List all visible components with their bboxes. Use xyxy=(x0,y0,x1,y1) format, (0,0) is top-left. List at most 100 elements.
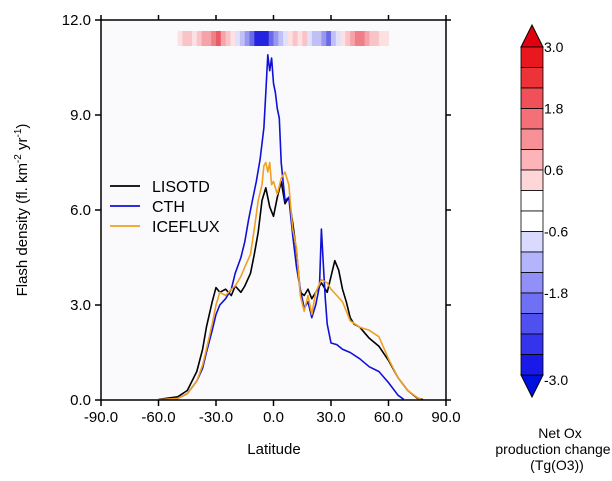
heat-cell-19 xyxy=(268,31,274,46)
heat-cell-36 xyxy=(350,31,356,46)
heat-cell-11 xyxy=(230,31,236,46)
y-tick-label-4: 12.0 xyxy=(62,12,91,29)
colorbar-box-11 xyxy=(520,272,544,294)
colorbar-box-0 xyxy=(520,46,544,68)
heat-cell-37 xyxy=(354,31,361,46)
heat-cell-1 xyxy=(182,31,188,46)
y-axis-title-mid: yr xyxy=(14,137,31,154)
legend-label-lisotd: LISOTD xyxy=(152,179,210,196)
x-axis: -90.0 -60.0 -30.0 0.0 30.0 60.0 90.0 xyxy=(84,15,461,426)
x-tick-label-4: 30.0 xyxy=(316,409,345,426)
heat-cell-32 xyxy=(331,31,337,46)
colorbar-title-line3: (Tg(O3)) xyxy=(530,457,584,473)
x-axis-title: Latitude xyxy=(247,441,300,458)
legend: LISOTD CTH ICEFLUX xyxy=(110,179,220,236)
colorbar-box-15 xyxy=(520,354,544,376)
colorbar-title-line2: production change xyxy=(495,441,610,457)
x-tick-label-5: 60.0 xyxy=(374,409,403,426)
heat-cell-21 xyxy=(278,31,284,46)
y-axis: 0.0 3.0 6.0 9.0 12.0 xyxy=(62,12,451,409)
colorbar-box-12 xyxy=(520,292,544,314)
heat-cell-14 xyxy=(244,31,251,46)
series-line-iceflux xyxy=(158,161,422,401)
heat-cell-39 xyxy=(364,31,370,46)
heat-cell-31 xyxy=(326,31,332,46)
heat-cell-29 xyxy=(316,31,322,46)
heat-cell-4 xyxy=(196,31,203,46)
colorbar-arrow-top xyxy=(520,23,544,48)
colorbar-box-9 xyxy=(520,231,544,253)
heat-cell-22 xyxy=(283,31,289,46)
colorbar-box-7 xyxy=(520,190,544,212)
x-tick-label-0: -90.0 xyxy=(84,409,118,426)
heat-cell-15 xyxy=(249,31,255,46)
colorbar-box-1 xyxy=(520,67,544,89)
x-tick-label-3: 0.0 xyxy=(263,409,284,426)
heat-cell-33 xyxy=(335,31,342,46)
heat-cell-27 xyxy=(307,31,313,46)
heat-strip xyxy=(177,31,389,46)
colorbar-box-13 xyxy=(520,313,544,335)
heat-cell-30 xyxy=(321,31,327,46)
colorbar-box-5 xyxy=(520,149,544,171)
y-axis-title: Flash density (fl. km-2 yr-1) xyxy=(13,124,31,297)
heat-cell-0 xyxy=(177,31,183,46)
heat-cell-3 xyxy=(192,31,198,46)
heat-cell-2 xyxy=(187,31,193,46)
y-tick-label-0: 0.0 xyxy=(70,392,91,409)
colorbar-label-2: 0.6 xyxy=(544,162,564,178)
y-tick-label-2: 6.0 xyxy=(70,202,91,219)
colorbar-box-14 xyxy=(520,333,544,355)
colorbar-label-4: -1.8 xyxy=(544,285,568,301)
heat-cell-12 xyxy=(235,31,241,46)
x-tick-label-2: -30.0 xyxy=(199,409,233,426)
y-axis-title-end: ) xyxy=(14,124,31,129)
y-tick-label-1: 3.0 xyxy=(70,297,91,314)
colorbar-box-2 xyxy=(520,87,544,109)
series-lines xyxy=(158,53,424,401)
colorbar-box-3 xyxy=(520,108,544,130)
heat-cell-41 xyxy=(374,31,380,46)
heat-cell-13 xyxy=(239,31,246,46)
heat-cell-35 xyxy=(345,31,351,46)
x-tick-label-1: -60.0 xyxy=(141,409,175,426)
colorbar-label-5: -3.0 xyxy=(544,372,568,388)
colorbar: 3.0 1.8 0.6 -0.6 -1.8 -3.0 xyxy=(520,23,568,399)
colorbar-box-10 xyxy=(520,251,544,273)
legend-label-iceflux: ICEFLUX xyxy=(152,219,220,236)
heat-cell-20 xyxy=(273,31,279,46)
heat-cell-24 xyxy=(292,31,298,46)
x-tick-label-6: 90.0 xyxy=(431,409,460,426)
heat-cell-23 xyxy=(287,31,294,46)
series-line-cth xyxy=(158,53,405,401)
heat-cell-7 xyxy=(211,31,217,46)
legend-label-cth: CTH xyxy=(152,199,185,216)
heat-cell-5 xyxy=(201,31,207,46)
y-tick-label-3: 9.0 xyxy=(70,107,91,124)
heat-cell-26 xyxy=(302,31,308,46)
colorbar-box-4 xyxy=(520,128,544,150)
colorbar-title-line1: Net Ox xyxy=(538,425,582,441)
heat-cell-16 xyxy=(254,31,260,46)
heat-cell-28 xyxy=(311,31,318,46)
colorbar-label-3: -0.6 xyxy=(544,224,568,240)
y-axis-title-sup2: -1 xyxy=(13,128,24,137)
heat-cell-18 xyxy=(263,31,270,46)
heat-cell-10 xyxy=(225,31,231,46)
heat-cell-34 xyxy=(340,31,346,46)
heat-cell-42 xyxy=(378,31,385,46)
heat-cell-43 xyxy=(383,31,389,46)
y-axis-title-main: Flash density (fl. km xyxy=(14,163,31,296)
heat-cell-38 xyxy=(359,31,366,46)
heat-cell-9 xyxy=(220,31,227,46)
colorbar-box-6 xyxy=(520,169,544,191)
heat-cell-40 xyxy=(369,31,375,46)
colorbar-label-1: 1.8 xyxy=(544,101,564,117)
heat-cell-25 xyxy=(297,31,303,46)
y-axis-title-sup1: -2 xyxy=(13,154,24,163)
heat-cell-17 xyxy=(259,31,265,46)
heat-cell-8 xyxy=(216,31,222,46)
colorbar-label-0: 3.0 xyxy=(544,39,564,55)
